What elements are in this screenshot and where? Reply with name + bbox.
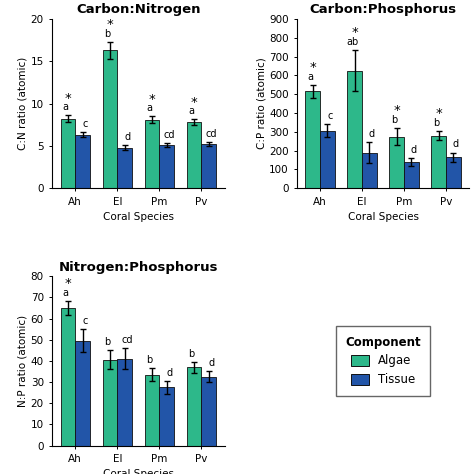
Text: *: *	[351, 27, 358, 39]
Text: *: *	[191, 96, 197, 109]
Text: d: d	[124, 132, 130, 142]
Bar	[75, 341, 90, 446]
Text: c: c	[82, 316, 88, 326]
Text: cd: cd	[206, 129, 217, 139]
Text: d: d	[166, 368, 172, 378]
Bar	[201, 377, 216, 446]
Bar	[187, 122, 201, 188]
Y-axis label: C:P ratio (atomic): C:P ratio (atomic)	[256, 58, 266, 149]
Text: cd: cd	[164, 130, 175, 140]
Text: d: d	[208, 358, 214, 368]
Text: c: c	[327, 111, 333, 121]
Bar	[75, 135, 90, 188]
Text: a: a	[146, 103, 153, 113]
Text: *: *	[393, 104, 400, 118]
Bar	[320, 131, 335, 188]
Text: a: a	[63, 102, 68, 112]
Bar	[117, 359, 132, 446]
Title: Carbon:Nitrogen: Carbon:Nitrogen	[76, 3, 201, 17]
Text: d: d	[453, 139, 459, 149]
Bar	[61, 308, 75, 446]
Legend: Algae, Tissue: Algae, Tissue	[336, 326, 430, 396]
Bar	[347, 71, 362, 188]
Text: *: *	[64, 277, 71, 290]
Bar	[389, 137, 404, 188]
Text: b: b	[188, 349, 195, 359]
Text: b: b	[146, 356, 153, 365]
Text: *: *	[310, 61, 316, 74]
Bar	[145, 374, 159, 446]
Bar	[446, 157, 461, 188]
Bar	[102, 360, 117, 446]
Text: cd: cd	[121, 335, 133, 345]
Title: Carbon:Phosphorus: Carbon:Phosphorus	[310, 3, 456, 17]
Text: d: d	[369, 129, 375, 139]
Bar	[431, 136, 446, 188]
Bar	[102, 50, 117, 188]
X-axis label: Coral Species: Coral Species	[103, 212, 174, 222]
Text: a: a	[63, 288, 68, 298]
Bar	[404, 162, 419, 188]
Text: *: *	[149, 92, 155, 106]
Bar	[61, 119, 75, 188]
Text: b: b	[104, 29, 110, 39]
X-axis label: Coral Species: Coral Species	[103, 469, 174, 474]
Text: *: *	[64, 92, 71, 105]
Bar	[117, 147, 132, 188]
Text: b: b	[433, 118, 439, 128]
Text: a: a	[189, 106, 194, 116]
Text: ab: ab	[346, 37, 358, 47]
Bar	[159, 145, 174, 188]
Bar	[187, 367, 201, 446]
Bar	[145, 120, 159, 188]
Text: b: b	[391, 115, 397, 125]
X-axis label: Coral Species: Coral Species	[347, 212, 419, 222]
Bar	[362, 153, 377, 188]
Y-axis label: N:P ratio (atomic): N:P ratio (atomic)	[18, 315, 28, 407]
Text: *: *	[107, 18, 113, 31]
Title: Nitrogen:Phosphorus: Nitrogen:Phosphorus	[59, 261, 218, 273]
Bar	[305, 91, 320, 188]
Text: c: c	[82, 119, 88, 129]
Y-axis label: C:N ratio (atomic): C:N ratio (atomic)	[18, 57, 28, 150]
Bar	[201, 144, 216, 188]
Bar	[159, 387, 174, 446]
Text: d: d	[411, 145, 417, 155]
Text: *: *	[436, 107, 442, 120]
Text: b: b	[104, 337, 110, 347]
Text: a: a	[307, 72, 313, 82]
